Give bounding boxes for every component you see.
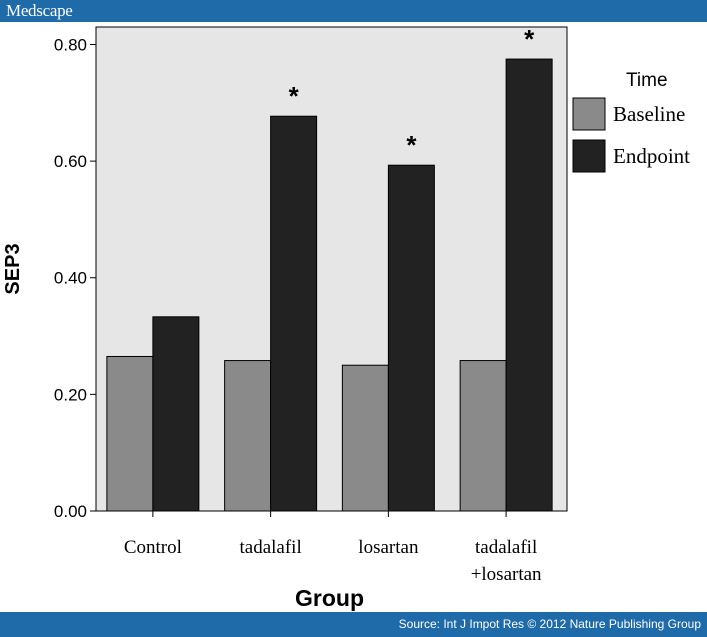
legend: Time Baseline Endpoint [572, 70, 690, 173]
x-tick-label: Control [124, 537, 182, 558]
bar-endpoint-4 [505, 58, 553, 512]
top-banner: Medscape [0, 0, 707, 22]
source-caption: Source: Int J Impot Res © 2012 Nature Pu… [398, 617, 701, 631]
y-tick-label: 0.40 [54, 269, 87, 288]
legend-title: Time [626, 70, 668, 91]
medscape-logo: Medscape [6, 1, 73, 20]
y-axis-label: SEP3 [2, 243, 24, 294]
x-tick-label: +losartan [471, 564, 542, 585]
legend-swatch-baseline [572, 97, 606, 131]
x-axis-label: Group [295, 585, 364, 611]
bar-endpoint-1 [152, 316, 200, 512]
significance-marker: * [406, 130, 417, 160]
significance-marker: * [524, 24, 535, 54]
x-tick-label: tadalafil [240, 537, 302, 558]
bottom-banner: Source: Int J Impot Res © 2012 Nature Pu… [0, 612, 707, 637]
legend-label-baseline: Baseline [613, 102, 685, 126]
legend-swatch-endpoint [572, 139, 606, 173]
bar-endpoint-3 [387, 164, 435, 512]
x-tick-label: tadalafil [475, 537, 537, 558]
y-tick-label: 0.60 [54, 152, 87, 171]
bar-baseline-1 [106, 355, 154, 512]
bar-baseline-3 [341, 364, 389, 512]
legend-label-endpoint: Endpoint [613, 144, 690, 168]
bar-endpoint-2 [270, 115, 318, 512]
bar-baseline-2 [224, 360, 272, 512]
bar-baseline-4 [459, 360, 507, 512]
bar-chart: * * * Control tadalafil losartan tadalafil +lo… [2, 24, 690, 611]
y-tick-label: 0.80 [54, 35, 87, 54]
y-tick-label: 0.20 [54, 385, 87, 404]
x-tick-label: losartan [358, 537, 419, 558]
significance-marker: * [289, 81, 300, 111]
y-tick-label: 0.00 [54, 502, 87, 521]
